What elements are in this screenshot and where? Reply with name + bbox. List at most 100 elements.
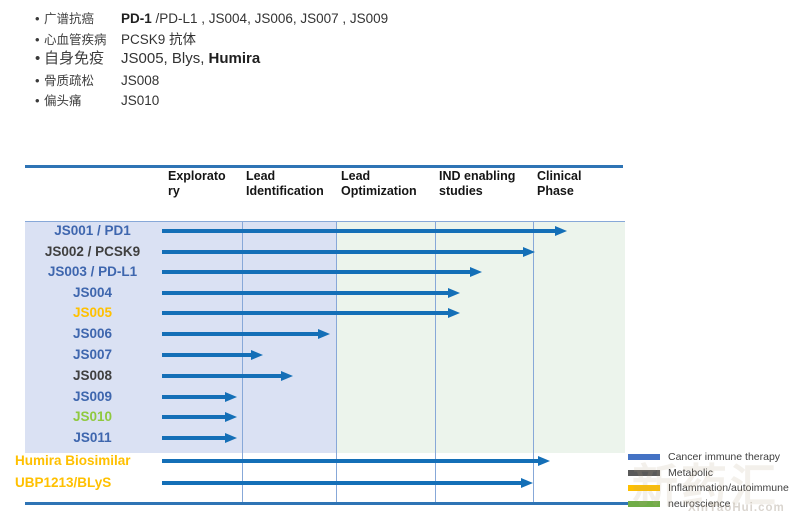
arrow-head-icon — [538, 456, 550, 466]
arrow-head-icon — [555, 226, 567, 236]
phase-header-line1: Lead — [246, 169, 276, 183]
intro-term: 骨质疏松 — [44, 74, 95, 88]
pipeline-row-label: JS003 / PD-L1 — [47, 264, 138, 279]
arrow-head-icon — [448, 308, 460, 318]
intro-item-migraine: • 偏头痛 JS010 — [35, 90, 388, 110]
arrow-head-icon — [318, 329, 330, 339]
legend-label: Cancer immune therapy — [668, 450, 781, 463]
arrow-shaft — [162, 229, 555, 233]
arrow-head-icon — [470, 267, 482, 277]
phase-header-line1: Clinical — [537, 169, 582, 183]
progress-arrow — [162, 456, 550, 466]
phase-header-clinical-phase: Clinical Phase — [537, 169, 581, 198]
pipeline-row-label: JS009 — [72, 389, 113, 404]
arrow-shaft — [162, 291, 448, 295]
arrow-shaft — [162, 415, 225, 419]
arrow-shaft — [162, 311, 448, 315]
intro-item-osteoporosis: • 骨质疏松 JS008 — [35, 70, 388, 90]
legend-item: Metabolic — [628, 465, 789, 481]
gridline — [242, 221, 243, 502]
shaded-region-discovery — [25, 222, 336, 453]
pipeline-row-label: JS006 — [72, 326, 113, 341]
arrow-head-icon — [521, 478, 533, 488]
table-bottom-rule — [25, 502, 628, 505]
phase-header-line2: ry — [168, 183, 180, 198]
phase-header-line1: IND enabling — [439, 169, 516, 183]
phase-header-line1: Explorato — [168, 169, 226, 183]
phase-header-lead-optimization: Lead Optimization — [341, 169, 417, 198]
phase-header-line1: Lead — [341, 169, 371, 183]
legend-label: neuroscience — [668, 498, 731, 511]
intro-value-rest: /PD-L1 , JS004, JS006, JS007 , JS009 — [151, 11, 389, 26]
phase-header-line2: studies — [439, 183, 483, 198]
phase-header-lead-identification: Lead Identification — [246, 169, 324, 198]
gridline — [336, 221, 337, 502]
intro-term: 心血管疾病 — [44, 32, 107, 47]
arrow-shaft — [162, 436, 225, 440]
bullet-icon: • — [35, 50, 41, 67]
pipeline-row-label: JS002 / PCSK9 — [44, 244, 141, 259]
intro-item-autoimmune: • 自身免疫 JS005, Blys, Humira — [35, 47, 388, 70]
arrow-head-icon — [225, 392, 237, 402]
intro-value: JS008 — [121, 73, 160, 88]
intro-term: 广谱抗癌 — [44, 12, 95, 26]
arrow-head-icon — [225, 433, 237, 443]
intro-item-broad-anticancer: • 广谱抗癌 PD-1 /PD-L1 , JS004, JS006, JS007… — [35, 8, 388, 28]
progress-arrow — [162, 329, 330, 339]
arrow-shaft — [162, 481, 521, 485]
progress-arrow — [162, 288, 460, 298]
arrow-head-icon — [448, 288, 460, 298]
progress-arrow — [162, 371, 293, 381]
arrow-head-icon — [281, 371, 293, 381]
arrow-head-icon — [523, 247, 535, 257]
intro-value: PD-1 /PD-L1 , JS004, JS006, JS007 , JS00… — [121, 11, 388, 26]
progress-arrow — [162, 412, 237, 422]
progress-arrow — [162, 350, 263, 360]
intro-term: 自身免疫 — [44, 50, 105, 67]
legend-item: neuroscience — [628, 496, 789, 512]
pipeline-row-label: JS011 — [73, 430, 112, 445]
intro-value: JS005, Blys, Humira — [121, 50, 260, 67]
progress-arrow — [162, 226, 567, 236]
intro-term: 偏头痛 — [44, 93, 82, 108]
legend-item: Inflammation/autoimmune — [628, 481, 789, 497]
intro-value: PCSK9 抗体 — [121, 31, 197, 47]
progress-arrow — [162, 308, 460, 318]
phase-header-line2: Phase — [537, 183, 574, 198]
progress-arrow — [162, 247, 535, 257]
legend-swatch — [628, 485, 660, 492]
intro-value: JS010 — [121, 92, 160, 108]
region-top-border — [25, 221, 625, 222]
arrow-head-icon — [225, 412, 237, 422]
progress-arrow — [162, 433, 237, 443]
legend-label: Metabolic — [668, 466, 713, 479]
arrow-shaft — [162, 374, 281, 378]
pipeline-row-label: JS008 — [72, 368, 113, 383]
pipeline-row-label: UBP1213/BLyS — [15, 475, 112, 490]
legend-swatch — [628, 453, 660, 460]
progress-arrow — [162, 392, 237, 402]
shaded-region-development — [336, 222, 625, 453]
arrow-shaft — [162, 270, 470, 274]
bullet-icon: • — [35, 73, 40, 88]
phase-header-line2: Optimization — [341, 183, 417, 198]
arrow-shaft — [162, 459, 538, 463]
intro-value-bold: PD-1 — [121, 11, 152, 26]
legend-label: Inflammation/autoimmune — [668, 482, 789, 495]
legend: Cancer immune therapy Metabolic Inflammati… — [628, 449, 789, 512]
pipeline-row-label: Humira Biosimilar — [15, 453, 131, 468]
progress-arrow — [162, 478, 533, 488]
legend-swatch — [628, 501, 660, 508]
phase-header-exploratory: Explorato ry — [168, 169, 226, 198]
intro-value-bold: Humira — [208, 50, 261, 67]
arrow-shaft — [162, 395, 225, 399]
table-top-rule — [25, 165, 623, 168]
pipeline-row-label: JS005 — [72, 305, 113, 320]
legend-swatch — [628, 469, 660, 476]
legend-item: Cancer immune therapy — [628, 449, 789, 465]
pipeline-row-label: JS007 — [72, 347, 113, 362]
intro-item-cardiovascular: • 心血管疾病 PCSK9 抗体 — [35, 28, 388, 48]
phase-header-line2: Identification — [246, 183, 324, 198]
pipeline-row-label: JS004 — [72, 285, 113, 300]
gridline — [435, 221, 436, 502]
